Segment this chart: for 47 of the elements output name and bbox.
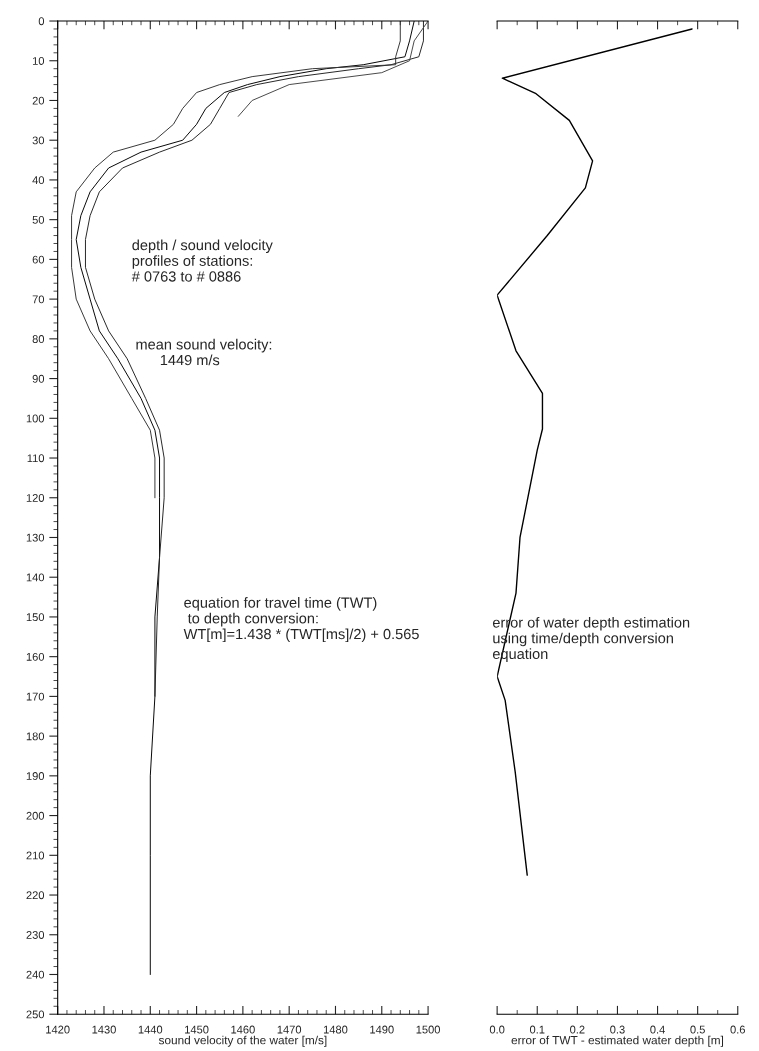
- y-tick-label: 10: [32, 57, 45, 65]
- x-tick-label: 1440: [138, 1025, 163, 1034]
- x-tick-label: 0.6: [730, 1025, 745, 1034]
- x-axis-title: sound velocity of the water [m/s]: [158, 1035, 327, 1047]
- annotation: mean sound velocity: 1449 m/s: [136, 338, 272, 366]
- y-tick-label: 150: [26, 613, 45, 622]
- y-tick-label: 100: [26, 414, 45, 423]
- x-tick-label: 0.3: [610, 1025, 625, 1034]
- y-tick-label: 240: [26, 970, 45, 979]
- y-tick-label: 190: [26, 772, 45, 780]
- x-tick-label: 0.0: [489, 1025, 505, 1034]
- x-tick-label: 1480: [323, 1025, 348, 1034]
- y-tick-label: 200: [26, 811, 45, 820]
- x-tick-label: 1460: [231, 1025, 255, 1034]
- y-tick-label: 130: [26, 533, 45, 542]
- x-tick-label: 1470: [277, 1025, 302, 1034]
- x-tick-label: 0.4: [650, 1025, 665, 1034]
- y-tick-label: 30: [32, 136, 45, 145]
- x-tick-label: 1430: [92, 1025, 116, 1034]
- x-tick-label: 1420: [46, 1025, 70, 1034]
- y-tick-label: 220: [26, 891, 45, 900]
- y-tick-label: 230: [26, 931, 45, 939]
- y-tick-label: 60: [32, 255, 45, 264]
- y-tick-label: 40: [32, 176, 45, 185]
- x-axis-title: error of TWT - estimated water depth [m]: [511, 1035, 724, 1047]
- y-tick-label: 50: [32, 215, 45, 224]
- y-tick-label: 250: [26, 1010, 45, 1019]
- y-tick-label: 170: [26, 692, 45, 701]
- y-tick-label: 180: [26, 732, 45, 741]
- y-tick-label: 0: [38, 17, 45, 26]
- y-tick-label: 160: [26, 652, 45, 661]
- y-tick-label: 210: [26, 851, 45, 860]
- y-tick-label: 120: [26, 494, 45, 502]
- y-tick-label: 90: [32, 374, 45, 383]
- y-tick-label: 20: [32, 96, 45, 105]
- annotation: depth / sound velocity profiles of stations: # 0763 to # 0886: [131, 239, 273, 282]
- x-tick-label: 0.1: [529, 1025, 545, 1034]
- y-tick-label: 70: [32, 295, 45, 304]
- x-tick-label: 0.5: [690, 1025, 705, 1034]
- y-tick-label: 80: [32, 335, 45, 343]
- annotation: equation for travel time (TWT) to depth conversion: WT[m]=1.438 * (TWT[ms]/2) + 0.565: [183, 597, 419, 643]
- x-tick-label: 1490: [370, 1025, 394, 1034]
- x-tick-label: 0.2: [570, 1025, 585, 1034]
- x-tick-label: 1450: [185, 1025, 209, 1034]
- x-tick-label: 1500: [416, 1025, 440, 1034]
- y-tick-label: 140: [26, 573, 45, 582]
- y-tick-label: 110: [27, 454, 45, 463]
